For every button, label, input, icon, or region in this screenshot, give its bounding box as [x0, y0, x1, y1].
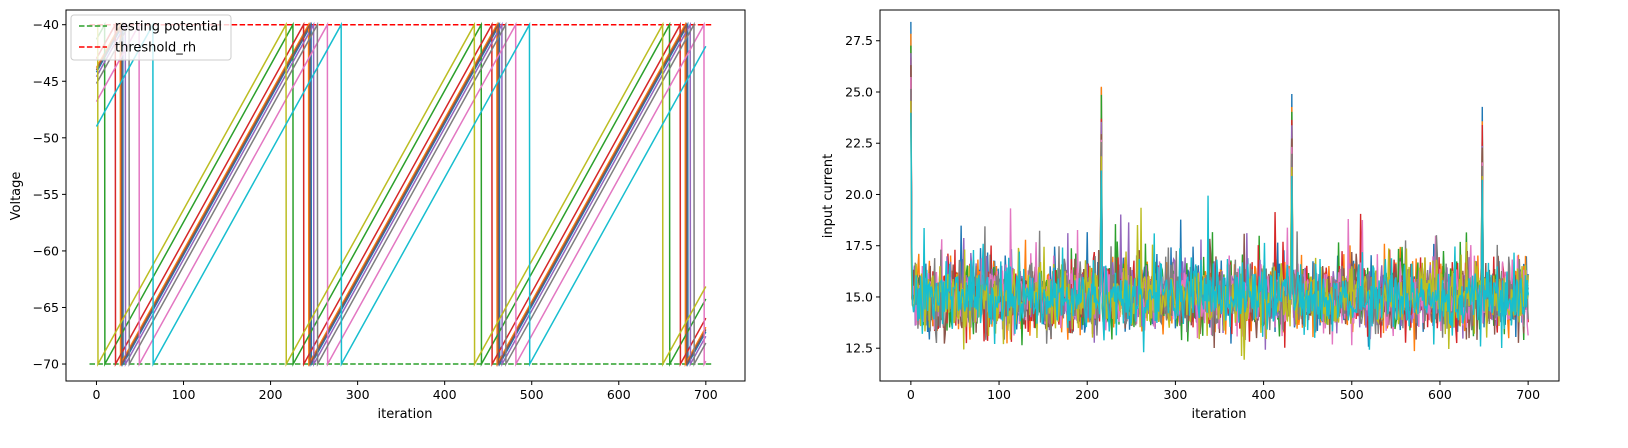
voltage-y-tick-label: −65 — [33, 300, 59, 315]
voltage-x-axis-label: iteration — [378, 407, 433, 422]
current-y-tick-label: 22.5 — [845, 136, 873, 151]
voltage-trace-0 — [95, 21, 707, 367]
voltage-trace-6 — [95, 21, 707, 367]
voltage-y-tick-label: −40 — [33, 17, 59, 32]
legend-threshold-label: threshold_rh — [115, 41, 196, 56]
voltage-trace-5 — [95, 21, 707, 367]
voltage-chart: 0 100 200 300 400 500 600 700 −70 −65 −60 −55 −50 −45… — [9, 9, 746, 422]
voltage-y-tick-label: −45 — [33, 74, 59, 89]
voltage-x-tick-label: 0 — [92, 387, 100, 402]
current-x-tick-label: 400 — [1252, 387, 1276, 402]
current-chart: 0 100 200 300 400 500 600 700 12.5 15.0 17.5 20.0 22… — [821, 9, 1560, 422]
voltage-y-axis-label: Voltage — [9, 172, 24, 221]
legend-box — [70, 14, 232, 61]
current-axes-border — [879, 9, 1560, 382]
voltage-ticks: 0 100 200 300 400 500 600 700 −70 −65 −60 −55 −50 −45… — [33, 17, 718, 402]
voltage-series-group — [89, 21, 712, 367]
current-y-tick-label: 17.5 — [845, 238, 873, 253]
current-series-8 — [910, 100, 1529, 360]
current-x-tick-label: 200 — [1075, 387, 1099, 402]
legend-resting-label: resting potential — [115, 20, 222, 35]
voltage-x-tick-label: 300 — [346, 387, 370, 402]
current-x-tick-label: 500 — [1340, 387, 1364, 402]
voltage-legend: resting potential threshold_rh — [70, 14, 232, 61]
current-x-tick-label: 0 — [907, 387, 915, 402]
voltage-x-tick-label: 700 — [694, 387, 718, 402]
current-y-tick-label: 27.5 — [845, 33, 873, 48]
voltage-y-tick-label: −70 — [33, 357, 59, 372]
current-series-group — [910, 21, 1529, 360]
voltage-trace-1 — [95, 21, 707, 367]
voltage-y-tick-label: −50 — [33, 130, 59, 145]
current-x-tick-label: 600 — [1428, 387, 1452, 402]
current-x-tick-label: 300 — [1163, 387, 1187, 402]
current-x-tick-label: 700 — [1516, 387, 1540, 402]
current-y-tick-label: 25.0 — [845, 84, 873, 99]
voltage-y-tick-label: −60 — [33, 243, 59, 258]
current-series-9 — [910, 112, 1529, 353]
current-y-tick-label: 20.0 — [845, 187, 873, 202]
voltage-trace-9 — [95, 21, 707, 367]
current-x-tick-label: 100 — [987, 387, 1011, 402]
current-x-axis-label: iteration — [1192, 407, 1247, 422]
voltage-trace-4 — [95, 21, 707, 367]
voltage-trace-8 — [95, 21, 707, 367]
voltage-x-tick-label: 100 — [172, 387, 196, 402]
voltage-trace-3 — [95, 21, 707, 367]
voltage-trace-2 — [95, 21, 707, 367]
voltage-x-tick-label: 400 — [433, 387, 457, 402]
current-ticks: 0 100 200 300 400 500 600 700 12.5 15.0 17.5 20.0 22… — [845, 33, 1540, 402]
current-y-tick-label: 15.0 — [845, 289, 873, 304]
voltage-trace-7 — [95, 21, 707, 367]
voltage-axes-border — [65, 9, 746, 382]
voltage-x-tick-label: 500 — [520, 387, 544, 402]
current-y-axis-label: input current — [821, 154, 836, 238]
voltage-x-tick-label: 200 — [259, 387, 283, 402]
current-y-tick-label: 12.5 — [845, 341, 873, 356]
voltage-y-tick-label: −55 — [33, 187, 59, 202]
voltage-x-tick-label: 600 — [607, 387, 631, 402]
